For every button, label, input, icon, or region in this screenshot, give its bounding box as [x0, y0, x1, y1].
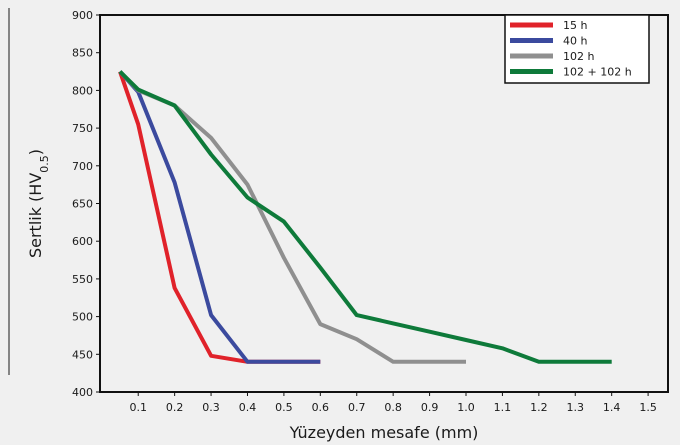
y-tick-label: 500 [72, 311, 93, 324]
x-tick-label: 1.0 [457, 401, 475, 414]
y-axis-title-main: Sertlik (HV [26, 173, 45, 258]
legend: 15 h 40 h 102 h 102 + 102 h [504, 14, 650, 84]
x-tick-label: 0.8 [384, 401, 402, 414]
y-tick-label: 700 [72, 160, 93, 173]
x-axis-ticks: 0.1 0.2 0.3 0.4 0.5 0.6 0.7 0.8 0.9 1.0 1.1 1.2 1.3 1… [129, 392, 657, 414]
series-layer [118, 70, 612, 364]
series-line [118, 70, 466, 364]
y-tick-label: 850 [72, 47, 93, 60]
x-tick-label: 0.2 [166, 401, 184, 414]
y-tick-label: 450 [72, 348, 93, 361]
y-axis-title-suffix: ) [26, 149, 45, 155]
x-tick-label: 0.3 [202, 401, 220, 414]
y-tick-label: 650 [72, 198, 93, 211]
x-tick-label: 1.4 [603, 401, 621, 414]
x-tick-label: 1.3 [567, 401, 585, 414]
x-tick-label: 0.9 [421, 401, 439, 414]
x-tick-label: 1.2 [530, 401, 548, 414]
y-axis-ticks: 400 450 500 550 600 650 700 750 800 850 900 [72, 9, 100, 399]
series-line [118, 70, 612, 364]
x-tick-label: 0.4 [239, 401, 257, 414]
x-tick-label: 1.1 [494, 401, 512, 414]
x-tick-label: 0.1 [129, 401, 147, 414]
legend-label: 15 h [563, 19, 587, 32]
x-tick-label: 1.5 [639, 401, 657, 414]
y-tick-label: 550 [72, 273, 93, 286]
x-tick-label: 0.5 [275, 401, 293, 414]
x-tick-label: 0.6 [312, 401, 330, 414]
y-tick-label: 600 [72, 235, 93, 248]
legend-label: 102 h [563, 50, 594, 63]
x-tick-label: 0.7 [348, 401, 366, 414]
y-tick-label: 800 [72, 84, 93, 97]
legend-label: 102 + 102 h [563, 66, 632, 79]
y-tick-label: 400 [72, 386, 93, 399]
y-axis-title-subscript: 0.5 [38, 155, 51, 173]
y-axis-title: Sertlik (HV0.5) [26, 149, 51, 258]
series-line [118, 70, 321, 364]
y-tick-label: 900 [72, 9, 93, 22]
x-axis-title: Yüzeyden mesafe (mm) [289, 423, 479, 442]
y-tick-label: 750 [72, 122, 93, 135]
series-line [118, 70, 321, 364]
legend-label: 40 h [563, 35, 587, 48]
